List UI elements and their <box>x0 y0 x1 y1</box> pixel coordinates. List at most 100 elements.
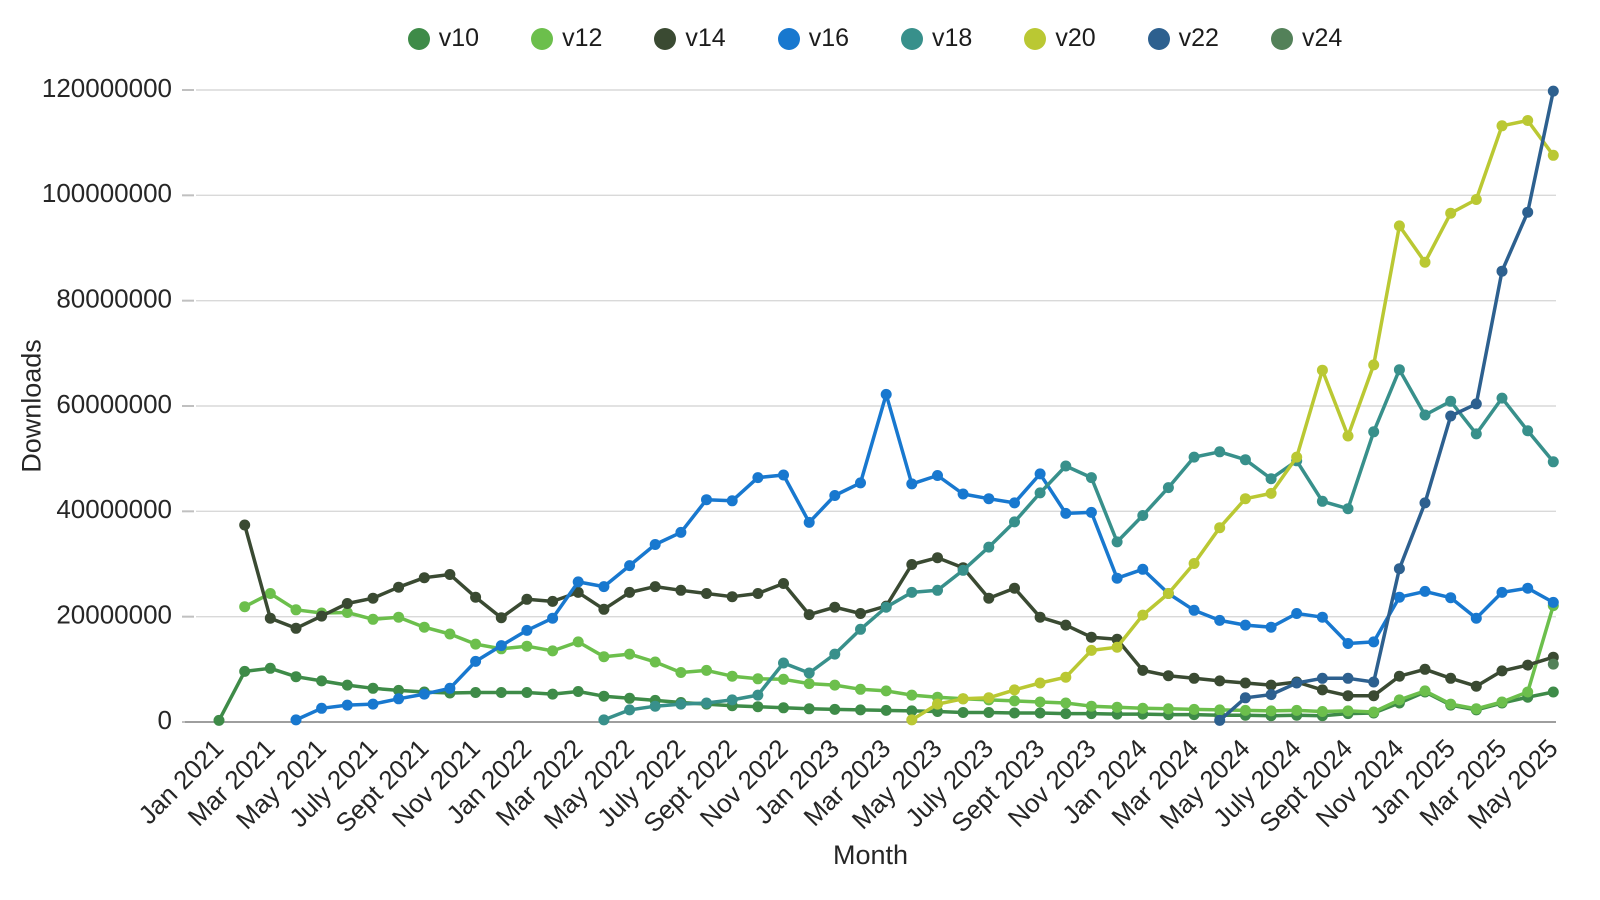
data-point-v16[interactable] <box>1085 506 1097 518</box>
data-point-v10[interactable] <box>264 662 276 674</box>
data-point-v12[interactable] <box>1162 703 1174 715</box>
data-point-v10[interactable] <box>778 702 789 714</box>
data-point-v10[interactable] <box>521 687 533 698</box>
data-point-v12[interactable] <box>264 588 276 599</box>
data-point-v14[interactable] <box>1445 672 1457 684</box>
data-point-v10[interactable] <box>213 714 225 726</box>
data-point-v18[interactable] <box>1368 426 1380 438</box>
data-point-v22[interactable] <box>1368 676 1380 688</box>
data-point-v12[interactable] <box>1214 704 1226 716</box>
data-point-v12[interactable] <box>598 651 610 663</box>
data-point-v12[interactable] <box>1368 706 1380 718</box>
data-point-v20[interactable] <box>1547 149 1559 161</box>
data-point-v16[interactable] <box>803 516 815 528</box>
data-point-v18[interactable] <box>1265 473 1277 485</box>
data-point-v12[interactable] <box>701 664 712 676</box>
data-point-v20[interactable] <box>1470 194 1482 205</box>
data-point-v16[interactable] <box>1265 621 1277 633</box>
data-point-v18[interactable] <box>1445 395 1457 407</box>
data-point-v12[interactable] <box>1470 703 1482 715</box>
data-point-v10[interactable] <box>547 688 559 700</box>
data-point-v10[interactable] <box>1547 686 1559 698</box>
data-point-v12[interactable] <box>367 613 379 625</box>
data-point-v16[interactable] <box>1445 592 1457 604</box>
data-point-v10[interactable] <box>470 687 482 698</box>
data-point-v10[interactable] <box>290 671 302 683</box>
data-point-v18[interactable] <box>624 704 636 716</box>
data-point-v16[interactable] <box>983 493 995 505</box>
data-point-v16[interactable] <box>1393 591 1405 603</box>
data-point-v12[interactable] <box>239 601 251 613</box>
data-point-v18[interactable] <box>1393 364 1405 376</box>
data-point-v16[interactable] <box>547 612 559 624</box>
data-point-v16[interactable] <box>1060 507 1072 519</box>
data-point-v12[interactable] <box>906 689 918 701</box>
data-point-v14[interactable] <box>1085 631 1097 643</box>
data-point-v18[interactable] <box>1316 495 1328 507</box>
data-point-v16[interactable] <box>726 495 738 507</box>
data-point-v12[interactable] <box>418 621 430 633</box>
data-point-v16[interactable] <box>855 477 866 489</box>
data-point-v12[interactable] <box>1009 695 1020 707</box>
data-point-v16[interactable] <box>1547 596 1559 608</box>
data-point-v18[interactable] <box>1342 503 1354 515</box>
data-point-v16[interactable] <box>367 698 379 710</box>
data-point-v14[interactable] <box>341 598 353 609</box>
data-point-v16[interactable] <box>752 472 764 484</box>
data-point-v16[interactable] <box>521 624 533 636</box>
data-point-v18[interactable] <box>880 601 892 613</box>
legend-item-v24[interactable]: v24 <box>1270 24 1342 53</box>
legend-item-v22[interactable]: v22 <box>1147 24 1219 53</box>
data-point-v18[interactable] <box>957 564 969 576</box>
data-point-v16[interactable] <box>316 702 328 714</box>
data-point-v12[interactable] <box>880 685 892 697</box>
data-point-v18[interactable] <box>1162 482 1174 494</box>
data-point-v14[interactable] <box>778 578 789 589</box>
data-point-v16[interactable] <box>1470 612 1482 624</box>
data-point-v16[interactable] <box>341 699 353 711</box>
data-point-v20[interactable] <box>1085 644 1097 656</box>
data-point-v14[interactable] <box>495 612 507 624</box>
data-point-v18[interactable] <box>1214 446 1226 458</box>
data-point-v12[interactable] <box>726 670 738 682</box>
data-point-v20[interactable] <box>1239 493 1251 505</box>
legend-item-v12[interactable]: v12 <box>531 24 602 53</box>
data-point-v16[interactable] <box>444 682 456 694</box>
legend-item-v16[interactable]: v16 <box>777 24 849 53</box>
data-point-v10[interactable] <box>624 692 636 704</box>
data-point-v12[interactable] <box>1034 696 1046 708</box>
data-point-v20[interactable] <box>906 714 918 726</box>
data-point-v12[interactable] <box>1419 685 1431 697</box>
data-point-v14[interactable] <box>598 603 610 615</box>
data-point-v12[interactable] <box>547 645 559 657</box>
data-point-v18[interactable] <box>701 697 712 709</box>
data-point-v10[interactable] <box>393 684 405 696</box>
data-point-v14[interactable] <box>1162 670 1174 682</box>
data-point-v18[interactable] <box>1496 392 1508 404</box>
data-point-v22[interactable] <box>1291 677 1303 689</box>
data-point-v12[interactable] <box>1188 703 1200 715</box>
data-point-v12[interactable] <box>1342 705 1354 717</box>
data-point-v20[interactable] <box>1316 364 1328 376</box>
data-point-v12[interactable] <box>1393 694 1405 706</box>
data-point-v14[interactable] <box>1239 677 1251 689</box>
data-point-v18[interactable] <box>1111 536 1123 548</box>
data-point-v16[interactable] <box>495 640 507 652</box>
data-point-v12[interactable] <box>444 628 456 640</box>
data-point-v10[interactable] <box>367 682 379 694</box>
data-point-v12[interactable] <box>572 636 584 648</box>
data-point-v14[interactable] <box>624 586 636 598</box>
data-point-v14[interactable] <box>1393 670 1405 682</box>
data-point-v14[interactable] <box>726 591 738 603</box>
data-point-v18[interactable] <box>1009 516 1020 528</box>
data-point-v10[interactable] <box>957 707 969 718</box>
data-point-v22[interactable] <box>1470 398 1482 410</box>
data-point-v22[interactable] <box>1265 689 1277 701</box>
data-point-v16[interactable] <box>290 714 302 726</box>
data-point-v20[interactable] <box>1111 641 1123 653</box>
data-point-v10[interactable] <box>316 675 328 687</box>
data-point-v14[interactable] <box>803 609 815 621</box>
data-point-v14[interactable] <box>393 581 405 593</box>
data-point-v12[interactable] <box>675 667 687 678</box>
data-point-v14[interactable] <box>1137 664 1149 676</box>
